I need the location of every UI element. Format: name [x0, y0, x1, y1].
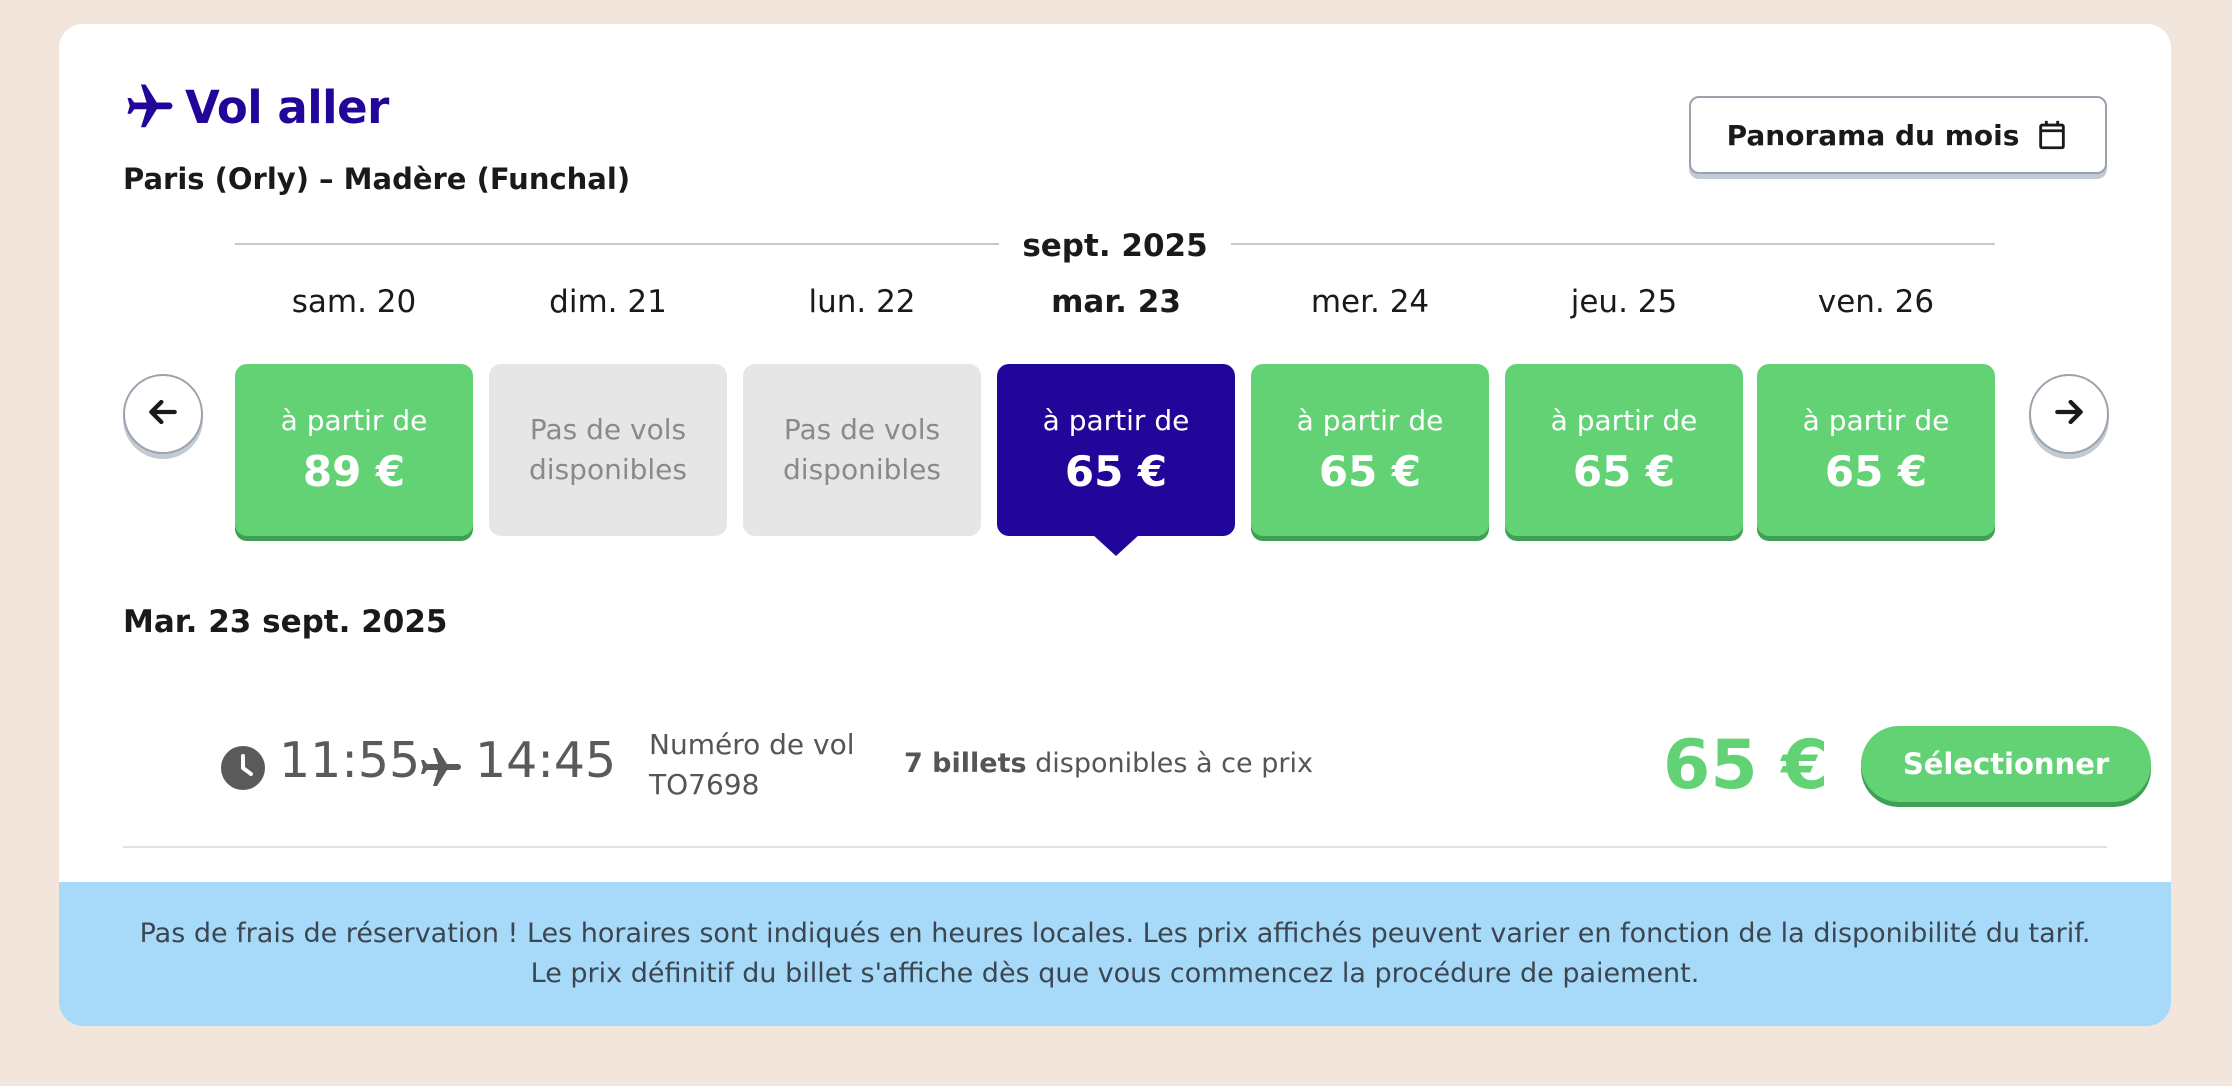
day-price: 65 € — [1064, 447, 1168, 496]
from-label: à partir de — [1550, 404, 1698, 437]
flight-price: 65 € — [1663, 726, 1829, 805]
arrow-left-icon — [143, 392, 183, 436]
calendar-icon — [2035, 118, 2069, 152]
selected-pointer — [1092, 534, 1140, 556]
day-tile-mon-22: Pas de vols disponibles — [743, 364, 981, 536]
day-column: mer. 24 à partir de 65 € — [1251, 278, 1489, 536]
day-tile-thu-25[interactable]: à partir de 65 € — [1505, 364, 1743, 536]
arrival-time: 14:45 — [475, 732, 617, 789]
day-column: sam. 20 à partir de 89 € — [235, 278, 473, 536]
no-flights-line2: disponibles — [783, 453, 941, 486]
day-column: dim. 21 Pas de vols disponibles — [489, 278, 727, 536]
flight-row: 11:55 14:45 Numéro de vol TO7698 7 bille… — [123, 700, 2151, 848]
tickets-count: 7 billets — [904, 748, 1027, 779]
day-label: ven. 26 — [1817, 284, 1935, 320]
arrow-right-icon — [2049, 392, 2089, 436]
title-row: Vol aller — [123, 80, 389, 134]
select-flight-button[interactable]: Sélectionner — [1861, 726, 2151, 802]
from-label: à partir de — [1042, 404, 1190, 437]
day-tile-fri-26[interactable]: à partir de 65 € — [1757, 364, 1995, 536]
notice-text: Pas de frais de réservation ! Les horair… — [139, 918, 2091, 989]
flight-number-label: Numéro de vol — [649, 728, 855, 761]
airplane-icon — [417, 744, 465, 792]
no-flights-line2: disponibles — [529, 453, 687, 486]
from-label: à partir de — [1802, 404, 1950, 437]
day-label: lun. 22 — [808, 284, 916, 320]
day-tile-wed-24[interactable]: à partir de 65 € — [1251, 364, 1489, 536]
from-label: à partir de — [1296, 404, 1444, 437]
no-flights-line1: Pas de vols — [783, 413, 941, 446]
day-column: jeu. 25 à partir de 65 € — [1505, 278, 1743, 536]
day-tile-tue-23[interactable]: à partir de 65 € — [997, 364, 1235, 536]
month-label: sept. 2025 — [999, 228, 1231, 264]
previous-week-button[interactable] — [123, 374, 203, 454]
no-flights-line1: Pas de vols — [529, 413, 687, 446]
day-tile-sun-21: Pas de vols disponibles — [489, 364, 727, 536]
day-tile-sat-20[interactable]: à partir de 89 € — [235, 364, 473, 536]
day-price: 65 € — [1318, 447, 1422, 496]
day-label: sam. 20 — [291, 284, 417, 320]
panorama-month-label: Panorama du mois — [1726, 118, 2020, 152]
airplane-icon — [123, 80, 177, 134]
day-column: mar. 23 à partir de 65 € — [997, 278, 1235, 556]
route-label: Paris (Orly) – Madère (Funchal) — [123, 162, 631, 196]
day-price: 65 € — [1824, 447, 1928, 496]
outbound-flight-card: Vol aller Paris (Orly) – Madère (Funchal… — [59, 24, 2171, 1026]
day-column: ven. 26 à partir de 65 € — [1757, 278, 1995, 536]
departure-time: 11:55 — [279, 732, 421, 789]
flight-number: TO7698 — [649, 768, 760, 801]
clock-icon — [219, 744, 267, 792]
next-week-button[interactable] — [2029, 374, 2109, 454]
date-selector: sam. 20 à partir de 89 € dim. 21 Pas de … — [235, 278, 1995, 568]
page-title: Vol aller — [185, 80, 389, 134]
info-notice: Pas de frais de réservation ! Les horair… — [59, 882, 2171, 1026]
tickets-text: disponibles à ce prix — [1035, 748, 1313, 779]
day-price: 65 € — [1572, 447, 1676, 496]
day-label: mer. 24 — [1310, 284, 1430, 320]
day-price: 89 € — [302, 447, 406, 496]
day-label-selected: mar. 23 — [1051, 284, 1181, 320]
panorama-month-button[interactable]: Panorama du mois — [1689, 96, 2107, 174]
day-label: jeu. 25 — [1570, 284, 1678, 320]
tickets-availability: 7 billets disponibles à ce prix — [904, 748, 1313, 779]
selected-date-heading: Mar. 23 sept. 2025 — [123, 604, 448, 640]
from-label: à partir de — [280, 404, 428, 437]
day-label: dim. 21 — [549, 284, 667, 320]
day-column: lun. 22 Pas de vols disponibles — [743, 278, 981, 536]
